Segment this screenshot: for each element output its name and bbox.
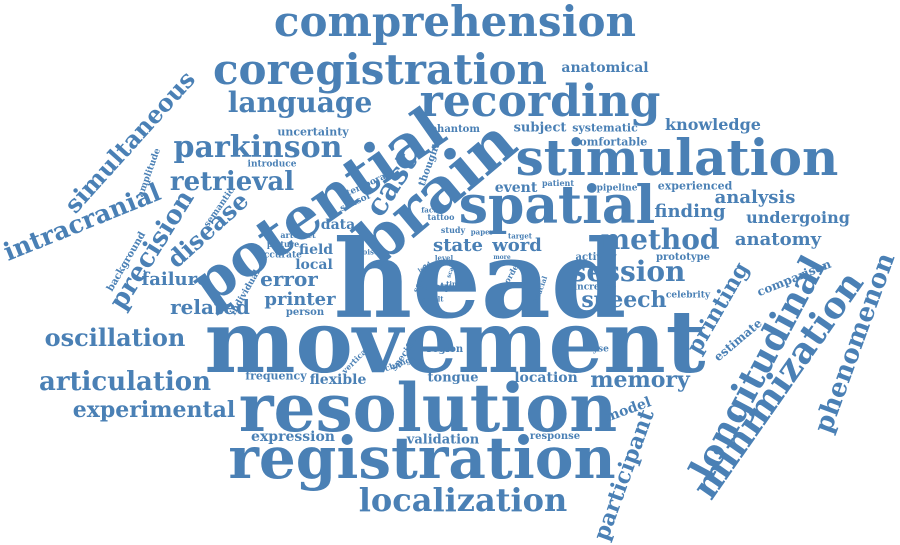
word-oscillation: oscillation <box>44 323 186 352</box>
word-articulation: articulation <box>38 367 212 397</box>
word-experimental: experimental <box>72 397 236 423</box>
word-patient: patient <box>541 178 575 188</box>
word-picture: picture <box>266 239 300 249</box>
word-related: related <box>170 295 250 319</box>
word-word: word <box>492 235 542 256</box>
word-memory: memory <box>590 367 690 393</box>
word-comprehension: comprehension <box>273 0 637 46</box>
word-accurate: accurate <box>258 250 302 261</box>
word-factor: factor <box>421 205 445 215</box>
word-expression: expression <box>251 429 335 445</box>
word-head: head <box>333 217 627 343</box>
word-experienced: experienced <box>657 179 733 193</box>
word-result: result <box>420 294 444 304</box>
word-response: response <box>529 431 581 442</box>
word-subject: subject <box>513 120 567 136</box>
word-failure: failure <box>141 269 209 290</box>
word-recording: recording <box>419 76 661 127</box>
word-registration: registration <box>228 424 616 492</box>
word-artefact: artefact <box>280 230 316 240</box>
word-comfortable: comfortable <box>572 135 648 149</box>
word-validation: validation <box>406 432 480 448</box>
word-increase: increase <box>573 282 617 293</box>
word-location: location <box>514 370 578 386</box>
word-time: time <box>446 279 464 289</box>
word-printer: printer <box>264 289 336 310</box>
word-resolution: resolution <box>238 369 618 447</box>
word-knowledge: knowledge <box>665 115 761 134</box>
word-uncertainty: uncertainty <box>277 125 349 139</box>
word-event: event <box>494 180 538 196</box>
word-phantom: phantom <box>430 124 480 135</box>
word-parkinson: parkinson <box>173 130 343 165</box>
word-stimulation: stimulation <box>515 128 839 187</box>
word-localization: localization <box>358 481 568 519</box>
word-person: person <box>285 307 325 318</box>
word-finding: finding <box>654 201 726 222</box>
word-safety: safety <box>417 282 451 293</box>
word-coregistration: coregistration <box>212 45 548 94</box>
word-frequency: frequency <box>245 369 307 383</box>
word-anatomical: anatomical <box>561 60 649 76</box>
word-anatomy: anatomy <box>734 229 822 250</box>
word-retrieval: retrieval <box>169 167 295 197</box>
word-undergoing: undergoing <box>746 208 850 227</box>
word-speech: speech <box>581 287 667 313</box>
word-more: more <box>493 254 511 261</box>
word-target: target <box>507 231 533 241</box>
word-pipeline: pipeline <box>596 183 638 194</box>
word-field: field <box>298 242 334 258</box>
word-method: method <box>600 223 720 256</box>
word-data: data <box>320 217 356 233</box>
word-movement: movement <box>204 292 706 393</box>
word-analysis: analysis <box>714 187 796 208</box>
word-activity: activity <box>575 252 617 263</box>
word-noise: noise <box>357 247 379 257</box>
word-error: error <box>260 267 318 291</box>
word-flexible: flexible <box>309 372 367 388</box>
word-introduce: introduce <box>247 159 297 170</box>
word-region: region <box>426 344 464 355</box>
word-session: session <box>570 255 686 288</box>
word-level: level <box>434 253 454 263</box>
word-tattoo: tattoo <box>427 212 455 222</box>
word-prototype: prototype <box>655 252 711 263</box>
word-state: state <box>433 235 483 256</box>
word-paper: paper <box>470 227 494 237</box>
word-spatial: spatial <box>458 175 656 236</box>
word-local: local <box>295 257 333 273</box>
word-study: study <box>440 225 466 235</box>
word-language: language <box>227 86 373 119</box>
word-tongue: tongue <box>427 370 479 386</box>
word-analyse: analyse <box>571 344 609 355</box>
word-celebrity: celebrity <box>665 290 711 301</box>
word-systematic: systematic <box>572 121 638 135</box>
